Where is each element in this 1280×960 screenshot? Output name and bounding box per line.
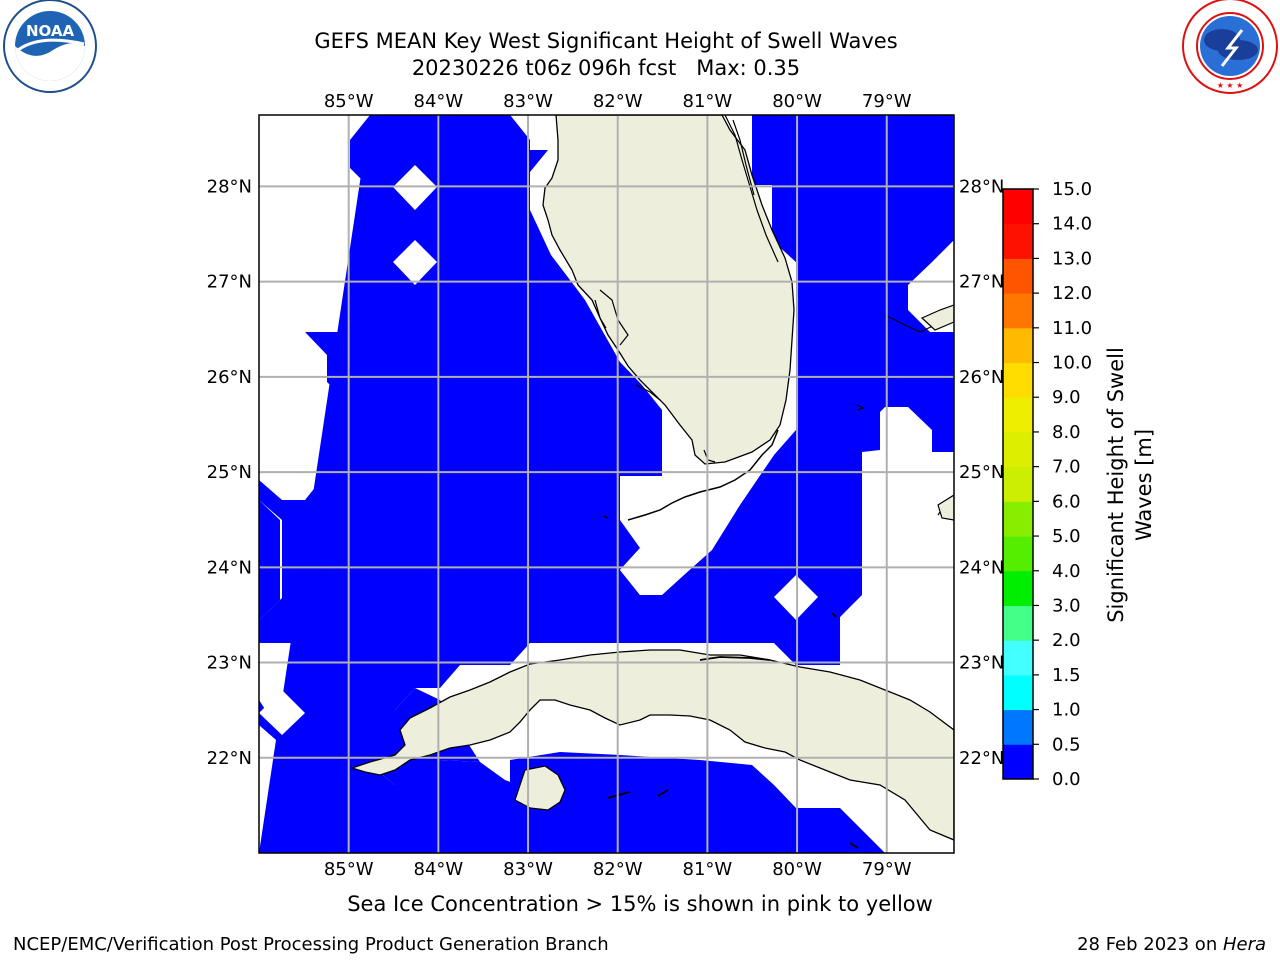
lat-tick-label-right: 25°N bbox=[959, 462, 1004, 483]
grid-lines bbox=[259, 115, 954, 853]
lat-tick-label-right: 26°N bbox=[959, 367, 1004, 388]
footer-right: 28 Feb 2023 on Hera bbox=[1077, 934, 1266, 955]
colorbar-tick-label: 1.5 bbox=[1052, 665, 1081, 686]
lon-tick-label-top: 81°W bbox=[683, 91, 733, 112]
colorbar-tick-label: 8.0 bbox=[1052, 422, 1081, 443]
colorbar-tick-label: 12.0 bbox=[1052, 283, 1092, 304]
colorbar-tick-label: 1.0 bbox=[1052, 700, 1081, 721]
nodata-holes bbox=[259, 165, 818, 735]
lat-tick-label-right: 22°N bbox=[959, 748, 1004, 769]
title-line-2: 20230226 t06z 096h fcst Max: 0.35 bbox=[412, 56, 800, 80]
colorbar: 0.0 0.5 1.0 1.5 2.0 3.0 4.0 5.0 6.0 7.0 8.0 9.0 10.0… bbox=[1002, 179, 1156, 790]
footer-host: Hera bbox=[1223, 934, 1266, 955]
colorbar-tick-label: 15.0 bbox=[1052, 179, 1092, 200]
lat-tick-label-left: 27°N bbox=[207, 272, 252, 293]
colorbar-segment bbox=[1003, 327, 1033, 364]
colorbar-frame bbox=[1002, 188, 1034, 780]
lon-tick-label-bottom: 82°W bbox=[593, 859, 643, 880]
lat-tick-label-left: 23°N bbox=[207, 653, 252, 674]
lon-labels-bottom: 85°W 84°W 83°W 82°W 81°W 80°W 79°W bbox=[324, 859, 912, 880]
coastline-details bbox=[594, 115, 954, 516]
colorbar-tick-label: 11.0 bbox=[1052, 318, 1092, 339]
lat-tick-label-right: 28°N bbox=[959, 176, 1004, 197]
lon-tick-label-top: 83°W bbox=[503, 91, 553, 112]
lat-tick-label-right: 24°N bbox=[959, 557, 1004, 578]
colorbar-segment bbox=[1003, 536, 1033, 572]
sea-ice-note: Sea Ice Concentration > 15% is shown in … bbox=[347, 892, 933, 916]
lon-tick-label-bottom: 84°W bbox=[414, 859, 464, 880]
lon-tick-label-bottom: 80°W bbox=[772, 859, 822, 880]
colorbar-label-line-2: Waves [m] bbox=[1132, 429, 1156, 541]
colorbar-tick-label: 2.0 bbox=[1052, 630, 1081, 651]
lat-labels-left: 28°N 27°N 26°N 25°N 24°N 23°N 22°N bbox=[207, 176, 252, 768]
lon-tick-label-top: 85°W bbox=[324, 91, 374, 112]
colorbar-tick-label: 4.0 bbox=[1052, 561, 1081, 582]
colorbar-segment bbox=[1003, 397, 1033, 433]
colorbar-tick-label: 5.0 bbox=[1052, 526, 1081, 547]
colorbar-tick-label: 14.0 bbox=[1052, 214, 1092, 235]
colorbar-tick-label: 9.0 bbox=[1052, 387, 1081, 408]
lat-tick-label-right: 23°N bbox=[959, 653, 1004, 674]
colorbar-segment bbox=[1003, 709, 1033, 745]
lon-tick-label-bottom: 81°W bbox=[683, 859, 733, 880]
svg-text:★ ★ ★: ★ ★ ★ bbox=[1217, 81, 1244, 90]
colorbar-segment bbox=[1003, 258, 1033, 294]
land-cuba bbox=[349, 649, 954, 841]
colorbar-tick-label: 6.0 bbox=[1052, 491, 1081, 512]
lat-tick-label-left: 26°N bbox=[207, 367, 252, 388]
lat-tick-label-left: 28°N bbox=[207, 176, 252, 197]
swell-field-caribbean bbox=[259, 715, 885, 853]
colorbar-tick-label: 3.0 bbox=[1052, 595, 1081, 616]
lon-tick-label-top: 79°W bbox=[862, 91, 912, 112]
noaa-logo: NOAA bbox=[3, 0, 97, 93]
colorbar-tick-label: 13.0 bbox=[1052, 248, 1092, 269]
colorbar-segment bbox=[1003, 674, 1033, 711]
colorbar-label-line-1: Significant Height of Swell bbox=[1104, 347, 1128, 623]
colorbar-segment bbox=[1003, 362, 1033, 398]
colorbar-segment bbox=[1003, 466, 1033, 502]
colorbar-segment bbox=[1003, 640, 1033, 676]
lat-tick-label-left: 22°N bbox=[207, 748, 252, 769]
lon-tick-label-top: 84°W bbox=[414, 91, 464, 112]
lat-labels-right: 28°N 27°N 26°N 25°N 24°N 23°N 22°N bbox=[959, 176, 1004, 768]
footer-date: 28 Feb 2023 on bbox=[1077, 934, 1223, 955]
colorbar-segment bbox=[1003, 223, 1033, 259]
lat-tick-label-right: 27°N bbox=[959, 272, 1004, 293]
colorbar-segment bbox=[1003, 605, 1033, 641]
noaa-logo-text: NOAA bbox=[26, 22, 75, 40]
lon-tick-label-top: 82°W bbox=[593, 91, 643, 112]
lon-tick-label-bottom: 79°W bbox=[862, 859, 912, 880]
colorbar-segment bbox=[1003, 744, 1033, 780]
colorbar-ticks: 0.0 0.5 1.0 1.5 2.0 3.0 4.0 5.0 6.0 7.0 8.0 9.0 10.0… bbox=[1033, 179, 1092, 790]
lon-tick-label-bottom: 83°W bbox=[503, 859, 553, 880]
title-line-1: GEFS MEAN Key West Significant Height of… bbox=[314, 29, 897, 53]
lon-labels-top: 85°W 84°W 83°W 82°W 81°W 80°W 79°W bbox=[324, 91, 912, 112]
colorbar-tick-label: 0.5 bbox=[1052, 734, 1081, 755]
nws-logo: ★ ★ ★ bbox=[1182, 0, 1278, 94]
colorbar-segment bbox=[1003, 570, 1033, 606]
colorbar-tick-label: 7.0 bbox=[1052, 457, 1081, 478]
colorbar-tick-label: 10.0 bbox=[1052, 353, 1092, 374]
lat-tick-label-left: 25°N bbox=[207, 462, 252, 483]
florida-keys bbox=[603, 429, 779, 521]
footer-left: NCEP/EMC/Verification Post Processing Pr… bbox=[13, 934, 609, 955]
colorbar-segment bbox=[1003, 501, 1033, 537]
land-bahamas bbox=[920, 304, 954, 331]
lat-tick-label-left: 24°N bbox=[207, 557, 252, 578]
colorbar-tick-label: 0.0 bbox=[1052, 769, 1081, 790]
colorbar-segments bbox=[1003, 189, 1033, 780]
colorbar-segment bbox=[1003, 293, 1033, 329]
map-frame bbox=[258, 114, 955, 854]
colorbar-segment bbox=[1003, 189, 1033, 225]
lon-tick-label-bottom: 85°W bbox=[324, 859, 374, 880]
lon-tick-label-top: 80°W bbox=[772, 91, 822, 112]
map-panel bbox=[259, 115, 954, 853]
colorbar-segment bbox=[1003, 431, 1033, 468]
swell-field-west bbox=[259, 115, 530, 643]
